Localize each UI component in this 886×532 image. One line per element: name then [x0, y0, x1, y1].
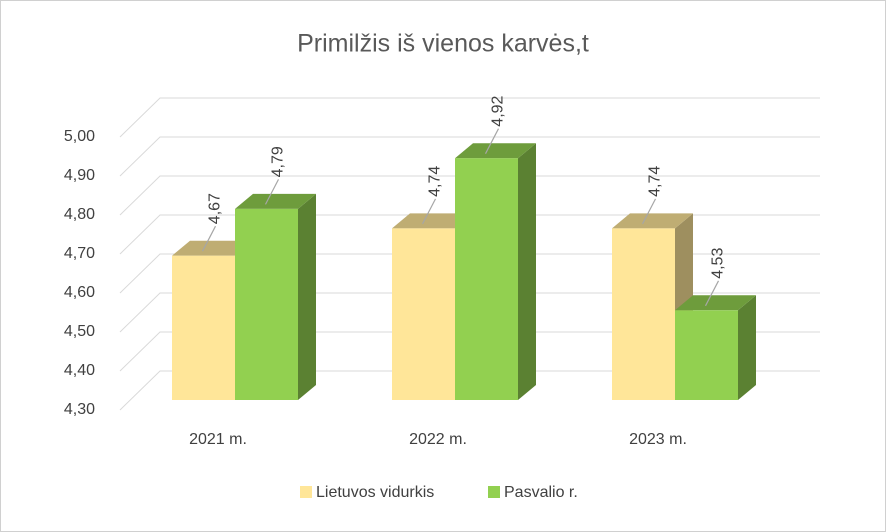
leader-line — [264, 179, 280, 205]
y-tick-label: 4,50 — [64, 323, 95, 340]
value-label: 4,74 — [427, 166, 444, 197]
leader-line — [704, 280, 720, 307]
bar-top — [675, 295, 756, 311]
bar-top — [392, 213, 473, 229]
y-tick-label: 4,30 — [64, 401, 95, 418]
grid-line — [119, 370, 820, 411]
bar-group — [675, 295, 756, 400]
value-label: 4,53 — [710, 248, 727, 279]
value-label: 4,67 — [207, 193, 224, 224]
legend-swatch — [488, 486, 500, 498]
value-label: 4,92 — [490, 95, 507, 126]
legend-swatch — [300, 486, 312, 498]
leader-line — [421, 198, 437, 225]
x-tick-label: 2021 m. — [189, 431, 247, 448]
grid-line — [119, 136, 820, 177]
x-tick-label: 2023 m. — [629, 431, 687, 448]
bar — [455, 158, 518, 400]
legend-label: Pasvalio r. — [504, 484, 578, 501]
legend-label: Lietuvos vidurkis — [316, 484, 434, 501]
bar — [392, 228, 455, 400]
grid-line — [119, 97, 820, 138]
bar-top — [455, 143, 536, 159]
bar — [172, 255, 235, 400]
y-tick-label: 4,80 — [64, 206, 95, 223]
x-tick-label: 2022 m. — [409, 431, 467, 448]
grid-line — [119, 214, 820, 255]
bar-side — [738, 295, 756, 400]
bar-top — [172, 240, 253, 256]
y-tick-label: 4,90 — [64, 167, 95, 184]
bar-top — [612, 213, 693, 229]
bar-side — [518, 143, 536, 400]
leader-line — [484, 128, 500, 154]
value-label: 4,74 — [647, 166, 664, 197]
bar-top — [235, 193, 316, 209]
bar — [235, 208, 298, 400]
y-tick-label: 4,70 — [64, 245, 95, 262]
y-tick-label: 5,00 — [64, 128, 95, 145]
bar — [612, 228, 675, 400]
leader-line — [201, 225, 217, 252]
bar-group — [455, 143, 536, 400]
bar — [675, 310, 738, 400]
value-label: 4,79 — [270, 146, 287, 177]
grid-line — [119, 175, 820, 216]
grid-line — [119, 331, 820, 372]
bar-side — [298, 193, 316, 400]
y-tick-label: 4,40 — [64, 362, 95, 379]
y-tick-label: 4,60 — [64, 284, 95, 301]
leader-line — [641, 198, 657, 225]
grid-line — [119, 292, 820, 333]
grid-line — [119, 253, 820, 294]
bar-group — [235, 193, 316, 400]
chart-title: Primilžis iš vienos karvės,t — [297, 30, 589, 58]
